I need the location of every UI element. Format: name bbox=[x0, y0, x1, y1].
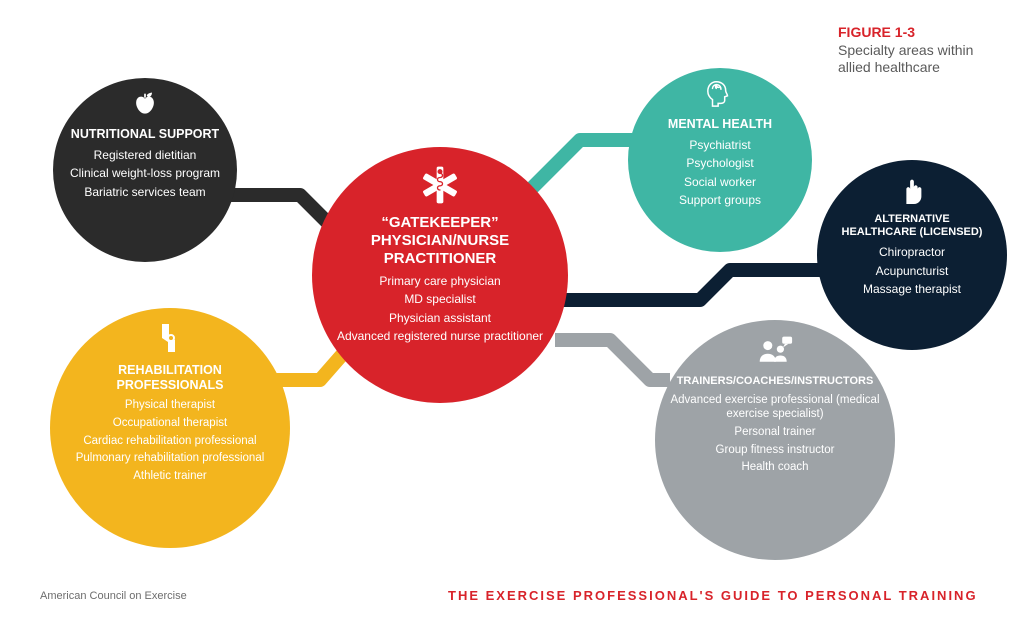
gatekeeper-title: “GATEKEEPER” PHYSICIAN/NURSE PRACTITIONE… bbox=[357, 214, 523, 268]
list-item: Occupational therapist bbox=[76, 417, 265, 431]
list-item: Clinical weight-loss program bbox=[70, 166, 220, 180]
list-item: Psychologist bbox=[679, 156, 761, 170]
figure-number: FIGURE 1-3 bbox=[838, 24, 988, 42]
list-item: Primary care physician bbox=[337, 274, 543, 288]
list-item: Advanced registered nurse practitioner bbox=[337, 329, 543, 343]
node-gatekeeper: “GATEKEEPER” PHYSICIAN/NURSE PRACTITIONE… bbox=[312, 147, 568, 403]
people-chat-icon bbox=[757, 336, 793, 371]
list-item: Athletic trainer bbox=[76, 470, 265, 484]
list-item: Health coach bbox=[669, 461, 881, 475]
medical-star-icon bbox=[420, 165, 460, 210]
figure-caption: Specialty areas within allied healthcare bbox=[838, 42, 988, 77]
list-item: Personal trainer bbox=[669, 426, 881, 440]
list-item: Pulmonary rehabilitation professional bbox=[76, 452, 265, 466]
nutrition-items: Registered dietitian Clinical weight-loss… bbox=[56, 148, 234, 199]
brain-head-icon bbox=[705, 78, 735, 113]
list-item: Advanced exercise professional (medical … bbox=[669, 394, 881, 422]
mental-items: Psychiatrist Psychologist Social worker Sup… bbox=[665, 138, 775, 208]
node-nutritional-support: NUTRITIONAL SUPPORT Registered dietitian… bbox=[53, 78, 237, 262]
attribution-text: American Council on Exercise bbox=[40, 590, 187, 602]
list-item: Cardiac rehabilitation professional bbox=[76, 435, 265, 449]
gatekeeper-items: Primary care physician MD specialist Physi… bbox=[323, 274, 557, 344]
apple-icon bbox=[131, 90, 159, 123]
node-mental-health: MENTAL HEALTH Psychiatrist Psychologist So… bbox=[628, 68, 812, 252]
nutrition-title: NUTRITIONAL SUPPORT bbox=[57, 127, 233, 142]
list-item: Support groups bbox=[679, 193, 761, 207]
list-item: Psychiatrist bbox=[679, 138, 761, 152]
alternative-items: Chiropractor Acupuncturist Massage therapi… bbox=[849, 245, 975, 296]
list-item: Bariatric services team bbox=[70, 185, 220, 199]
hand-icon bbox=[897, 174, 927, 209]
list-item: Acupuncturist bbox=[863, 264, 961, 278]
list-item: Registered dietitian bbox=[70, 148, 220, 162]
rehab-title: REHABILITATION PROFESSIONALS bbox=[103, 363, 238, 393]
trainers-items: Advanced exercise professional (medical … bbox=[655, 394, 895, 475]
list-item: Physical therapist bbox=[76, 399, 265, 413]
mental-title: MENTAL HEALTH bbox=[654, 117, 786, 132]
figure-label: FIGURE 1-3 Specialty areas within allied… bbox=[838, 24, 988, 77]
rehab-items: Physical therapist Occupational therapist… bbox=[62, 399, 279, 484]
node-trainers: TRAINERS/COACHES/INSTRUCTORS Advanced ex… bbox=[655, 320, 895, 560]
list-item: MD specialist bbox=[337, 292, 543, 306]
list-item: Chiropractor bbox=[863, 245, 961, 259]
knee-icon bbox=[154, 322, 186, 359]
list-item: Social worker bbox=[679, 175, 761, 189]
node-rehabilitation: REHABILITATION PROFESSIONALS Physical th… bbox=[50, 308, 290, 548]
alternative-title: ALTERNATIVE HEALTHCARE (LICENSED) bbox=[828, 213, 997, 239]
footer-title: THE EXERCISE PROFESSIONAL'S GUIDE TO PER… bbox=[448, 588, 978, 603]
list-item: Group fitness instructor bbox=[669, 444, 881, 458]
trainers-title: TRAINERS/COACHES/INSTRUCTORS bbox=[663, 375, 888, 388]
list-item: Physician assistant bbox=[337, 311, 543, 325]
node-alternative-healthcare: ALTERNATIVE HEALTHCARE (LICENSED) Chirop… bbox=[817, 160, 1007, 350]
list-item: Massage therapist bbox=[863, 282, 961, 296]
